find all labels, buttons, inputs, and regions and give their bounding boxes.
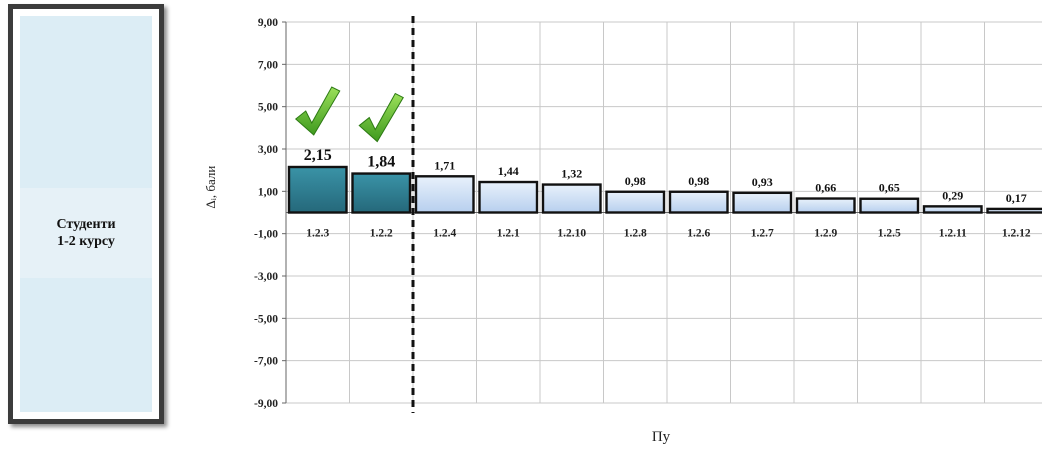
x-tick-label: 1.2.10	[557, 228, 586, 240]
bar-1.2.11	[922, 205, 983, 214]
x-tick-label: 1.2.1	[497, 228, 520, 240]
y-tick-label: -1,00	[254, 229, 278, 241]
data-label: 1,84	[367, 154, 395, 171]
data-labels: 2,15 1,84 1,71 1,44 1,32 0,98 0,98 0,93 0,66 0,65…	[304, 147, 1027, 205]
bar-1.2.6	[668, 190, 729, 214]
y-tick-label: 7,00	[258, 59, 278, 71]
bar-1.2.7	[732, 191, 793, 214]
data-label: 1,71	[434, 158, 455, 172]
y-tick-label: -3,00	[254, 271, 278, 283]
data-label: 0,17	[1006, 191, 1027, 205]
x-axis-ticks: 1.2.3 1.2.2 1.2.4 1.2.1 1.2.10 1.2.8 1.2.6 1.2.…	[306, 228, 1031, 240]
data-label: 0,93	[752, 175, 773, 189]
data-label: 0,98	[688, 174, 709, 188]
data-label: 0,65	[879, 181, 900, 195]
x-axis-label: Пу	[652, 429, 671, 445]
bar-1.2.12	[986, 207, 1042, 214]
x-tick-label: 1.2.2	[370, 228, 393, 240]
data-label: 0,66	[815, 181, 836, 195]
x-tick-label: 1.2.8	[624, 228, 647, 240]
side-panel: Студенти 1-2 курсу	[8, 4, 164, 424]
y-tick-label: 9,00	[258, 17, 278, 29]
side-panel-inner: Студенти 1-2 курсу	[20, 16, 152, 412]
bar-1.2.10	[541, 183, 602, 214]
check-mark-icon	[294, 86, 341, 136]
x-tick-label: 1.2.4	[433, 228, 456, 240]
y-tick-label: 1,00	[258, 186, 278, 198]
bar-1.2.3	[287, 165, 348, 214]
bar-1.2.2	[351, 172, 412, 214]
x-tick-label: 1.2.3	[306, 228, 329, 240]
y-tick-label: 3,00	[258, 144, 278, 156]
bar-1.2.8	[605, 190, 666, 214]
y-axis-ticks: 9,00 7,00 5,00 3,00 1,00 -1,00 -3,00 -5,00 -7,00…	[254, 17, 278, 410]
bar-1.2.9	[795, 197, 856, 214]
x-tick-label: 1.2.11	[939, 228, 967, 240]
data-label: 2,15	[304, 147, 332, 164]
data-label: 1,44	[498, 164, 519, 178]
check-marks	[294, 86, 404, 143]
x-tick-label: 1.2.12	[1002, 228, 1031, 240]
bar-1.2.5	[859, 197, 920, 214]
y-tick-label: -5,00	[254, 313, 278, 325]
y-tick-label: -9,00	[254, 398, 278, 410]
side-panel-label: Студенти 1-2 курсу	[20, 188, 152, 278]
bars	[287, 165, 1042, 214]
x-tick-label: 1.2.7	[751, 228, 774, 240]
check-mark-icon	[358, 92, 404, 143]
data-label: 0,98	[625, 174, 646, 188]
data-label: 1,32	[561, 167, 582, 181]
y-tick-label: 5,00	[258, 102, 278, 114]
x-tick-label: 1.2.6	[687, 228, 710, 240]
data-label: 0,29	[942, 188, 963, 202]
bar-1.2.1	[478, 180, 539, 214]
y-axis-label: Δᵢ, бали	[203, 166, 218, 209]
x-tick-label: 1.2.5	[878, 228, 901, 240]
x-tick-label: 1.2.9	[814, 228, 837, 240]
bar-1.2.4	[414, 175, 475, 214]
y-tick-label: -7,00	[254, 356, 278, 368]
